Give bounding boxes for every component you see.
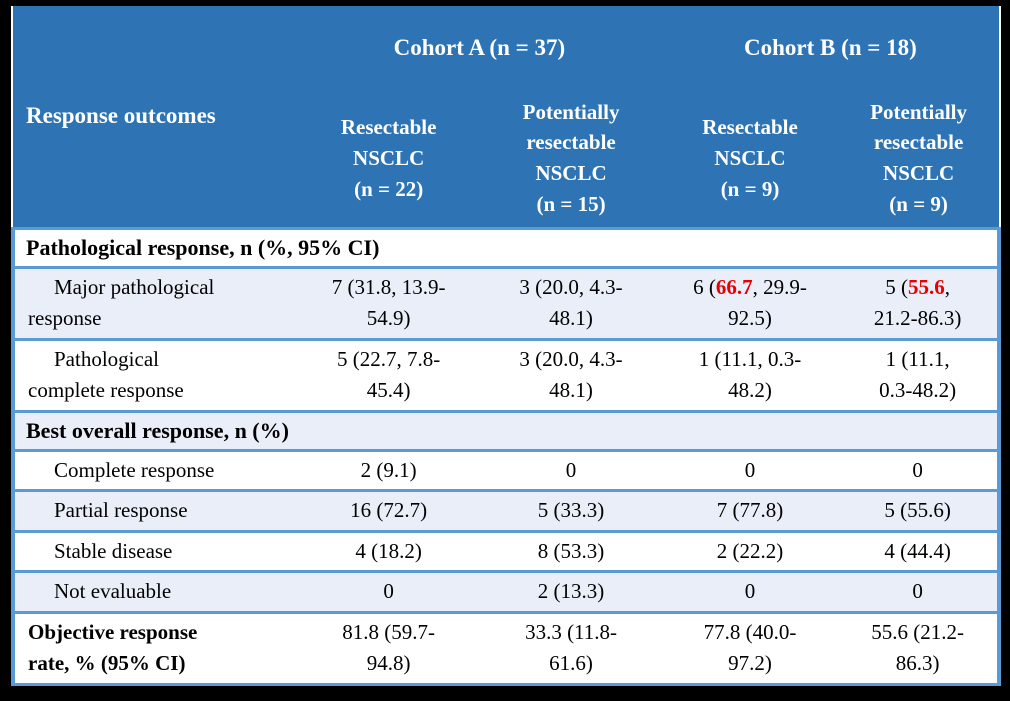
- value-text: 6 (: [693, 274, 716, 299]
- value-cell: 4 (18.2): [296, 529, 481, 574]
- row-label: Partial response: [11, 489, 297, 533]
- value-cell: 16 (72.7): [296, 489, 481, 533]
- row-pathological-complete-response: Pathological complete response 5 (22.7, …: [11, 337, 1001, 413]
- value-cell: 6 (66.7, 29.9- 92.5): [661, 265, 839, 341]
- row-label: Not evaluable: [11, 570, 297, 614]
- value-cell: 33.3 (11.8- 61.6): [480, 610, 662, 687]
- row-stable-disease: Stable disease 4 (18.2) 8 (53.3) 2 (22.2…: [11, 529, 1001, 574]
- value-cell: 77.8 (40.0- 97.2): [661, 610, 839, 687]
- value-cell: 81.8 (59.7- 94.8): [296, 610, 481, 687]
- row-label: Objective response rate, % (95% CI): [11, 610, 297, 687]
- section-row-pathological-response: Pathological response, n (%, 95% CI): [11, 226, 1001, 269]
- row-label: Stable disease: [11, 529, 297, 574]
- subgroup-header-row: Resectable NSCLC (n = 22) Potentially re…: [13, 90, 999, 228]
- value-cell: 3 (20.0, 4.3- 48.1): [480, 337, 662, 413]
- value-cell: 7 (31.8, 13.9- 54.9): [296, 265, 481, 341]
- response-outcomes-header: Response outcomes: [13, 6, 297, 228]
- value-cell: 0: [661, 448, 839, 493]
- value-cell: 5 (55.6): [838, 489, 1001, 533]
- response-outcomes-table: Response outcomes Cohort A (n = 37) Coho…: [11, 6, 1001, 687]
- value-cell: 55.6 (21.2- 86.3): [838, 610, 1001, 687]
- table-body: Pathological response, n (%, 95% CI) Maj…: [11, 226, 1001, 687]
- row-objective-response-rate: Objective response rate, % (95% CI) 81.8…: [11, 610, 1001, 687]
- value-text: , 29.9- 92.5): [728, 274, 807, 331]
- highlighted-value: 66.7: [715, 274, 753, 299]
- value-cell: 2 (9.1): [296, 448, 481, 493]
- cohort-a-header: Cohort A (n = 37): [296, 6, 662, 90]
- value-cell: 5 (22.7, 7.8- 45.4): [296, 337, 481, 413]
- row-label: Complete response: [11, 448, 297, 493]
- row-label: Major pathological response: [11, 265, 297, 341]
- table-header: Response outcomes Cohort A (n = 37) Coho…: [13, 6, 999, 228]
- value-cell: 0: [296, 570, 481, 614]
- section-label: Pathological response, n (%, 95% CI): [11, 226, 1001, 269]
- value-cell: 0: [661, 570, 839, 614]
- value-cell: 2 (13.3): [480, 570, 662, 614]
- value-cell: 4 (44.4): [838, 529, 1001, 574]
- value-cell: 5 (55.6, 21.2-86.3): [838, 265, 1001, 341]
- value-cell: 5 (33.3): [480, 489, 662, 533]
- section-row-best-overall-response: Best overall response, n (%): [11, 409, 1001, 452]
- subheader-resectable-cohort-a: Resectable NSCLC (n = 22): [296, 90, 481, 228]
- value-cell: 7 (77.8): [661, 489, 839, 533]
- value-cell: 1 (11.1, 0.3-48.2): [838, 337, 1001, 413]
- row-partial-response: Partial response 16 (72.7) 5 (33.3) 7 (7…: [11, 489, 1001, 533]
- subheader-potentially-resectable-cohort-b: Potentially resectable NSCLC (n = 9): [838, 90, 999, 228]
- value-cell: 0: [838, 570, 1001, 614]
- value-cell: 1 (11.1, 0.3- 48.2): [661, 337, 839, 413]
- value-cell: 0: [838, 448, 1001, 493]
- value-text: , 21.2-86.3): [873, 274, 962, 331]
- row-complete-response: Complete response 2 (9.1) 0 0 0: [11, 448, 1001, 493]
- row-label: Pathological complete response: [11, 337, 297, 413]
- subheader-potentially-resectable-cohort-a: Potentially resectable NSCLC (n = 15): [480, 90, 662, 228]
- value-text: 5 (: [885, 274, 908, 299]
- cohort-b-header: Cohort B (n = 18): [661, 6, 999, 90]
- row-not-evaluable: Not evaluable 0 2 (13.3) 0 0: [11, 570, 1001, 614]
- subheader-resectable-cohort-b: Resectable NSCLC (n = 9): [661, 90, 839, 228]
- section-label: Best overall response, n (%): [11, 409, 1001, 452]
- value-cell: 2 (22.2): [661, 529, 839, 574]
- highlighted-value: 55.6: [908, 274, 945, 299]
- value-cell: 3 (20.0, 4.3- 48.1): [480, 265, 662, 341]
- cohort-header-row: Response outcomes Cohort A (n = 37) Coho…: [13, 6, 999, 228]
- row-major-pathological-response: Major pathological response 7 (31.8, 13.…: [11, 265, 1001, 341]
- value-cell: 8 (53.3): [480, 529, 662, 574]
- value-cell: 0: [480, 448, 662, 493]
